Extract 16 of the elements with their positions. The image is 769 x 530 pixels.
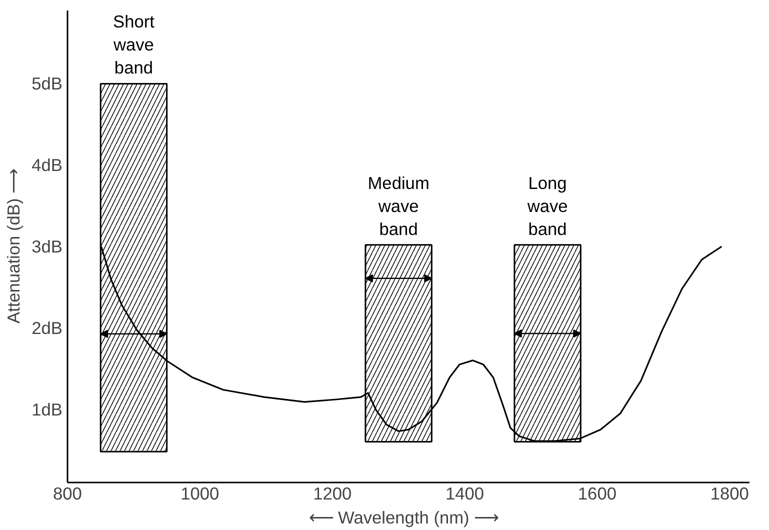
y-tick-label: 4dB <box>32 155 63 176</box>
x-tick-label: 1200 <box>313 484 352 504</box>
y-tick-label: 5dB <box>32 74 63 94</box>
y-axis-title: Attenuation (dB) ⟶ <box>4 169 24 324</box>
y-tick-label: 1dB <box>32 399 63 420</box>
x-tick-label: 1000 <box>180 484 220 504</box>
x-tick-label: 1800 <box>710 484 749 504</box>
y-tick-label: 3dB <box>32 236 63 256</box>
y-tick-label: 2dB <box>32 318 63 338</box>
annotation: Short wave band <box>112 12 155 78</box>
annotation: Long wave band <box>526 172 568 239</box>
x-tick-label: 800 <box>53 484 82 504</box>
annotation: Medium wave band <box>368 172 430 239</box>
x-axis-title: ⟵ Wavelength (nm) ⟶ <box>309 508 498 528</box>
x-tick-label: 1400 <box>446 484 484 504</box>
x-tick-label: 1600 <box>578 484 616 504</box>
